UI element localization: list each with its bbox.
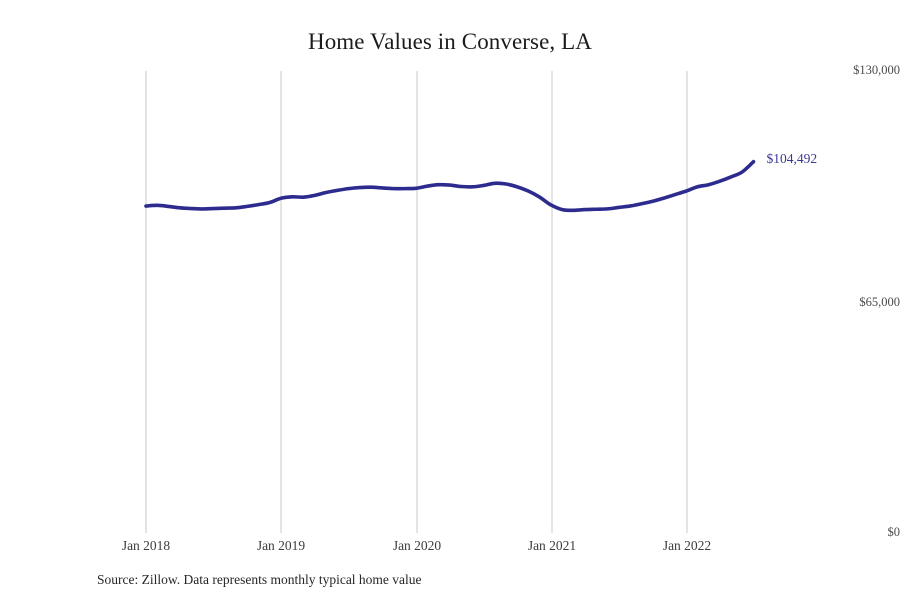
gridlines [145,71,688,533]
x-axis-tick-label-jan-2018: Jan 2018 [121,538,171,553]
y-axis-tick-label-bottom: $0 [887,525,900,539]
y-axis-tick-label-middle: $65,000 [859,295,900,309]
x-axis-tick-label-jan-2019: Jan 2019 [256,538,306,553]
source-note: Source: Zillow. Data represents monthly … [97,572,422,587]
x-axis-tick-label-jan-2020: Jan 2020 [392,538,442,553]
end-value-label: $104,492 [766,150,818,166]
y-axis-tick-label-top: $130,000 [853,63,900,77]
x-axis-tick-label-jan-2021: Jan 2021 [527,538,577,553]
chart-title: Home Values in Converse, LA [308,29,592,54]
x-axis-tick-label-jan-2022: Jan 2022 [662,538,712,553]
value-line-series [144,159,756,213]
